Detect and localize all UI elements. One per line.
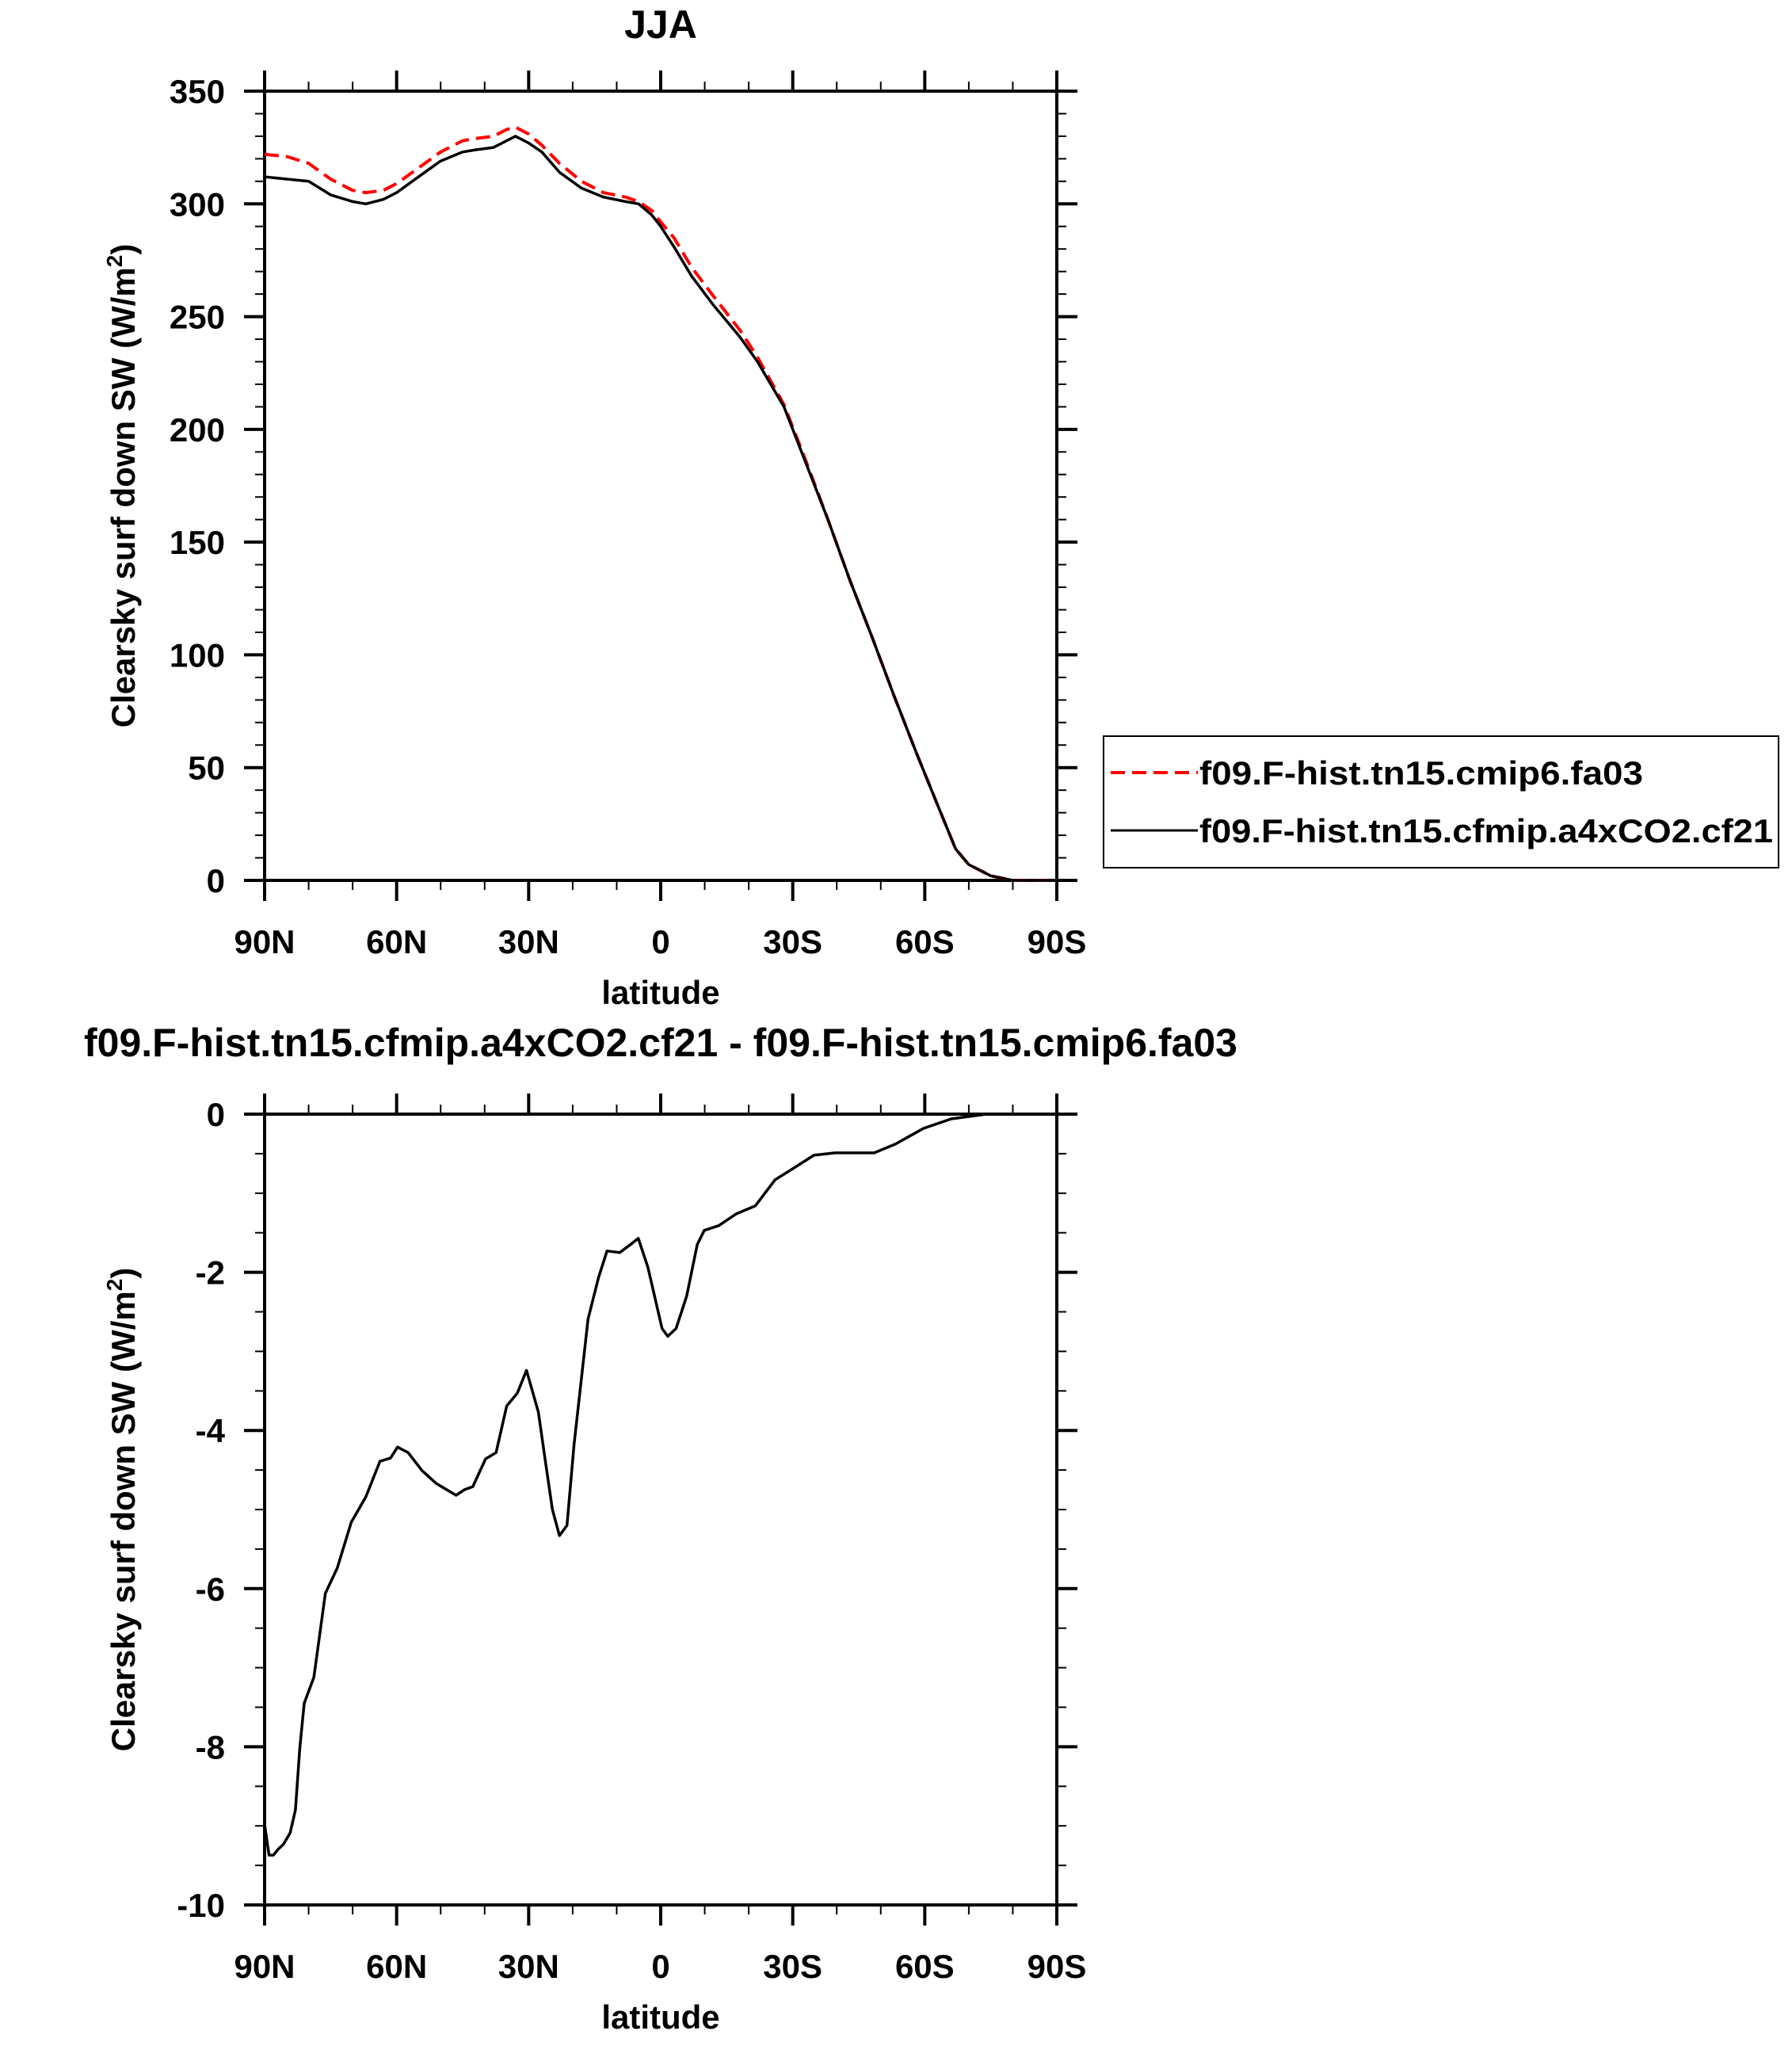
plot-frame [263, 1113, 1058, 1907]
y-tick-label: 350 [170, 73, 225, 110]
legend-box [1103, 735, 1779, 868]
legend-label-0: f09.F-hist.tn15.cmip6.fa03 [1199, 754, 1643, 792]
y-tick-label: -2 [196, 1254, 225, 1292]
x-tick-label: 60N [366, 1948, 427, 1985]
series-line-1 [264, 135, 1057, 882]
x-tick-label: 30S [763, 1948, 822, 1985]
x-tick-label: 90N [234, 923, 295, 960]
x-tick-label: 90N [234, 1948, 295, 1985]
y-tick-label: 0 [207, 1096, 225, 1133]
y-tick-label: 0 [207, 862, 225, 899]
series-line-0 [264, 125, 1057, 882]
x-tick-label: 90S [1028, 1948, 1087, 1985]
y-tick-label: 50 [188, 750, 225, 787]
x-tick-label: 30N [498, 923, 559, 960]
y-tick-label: 100 [170, 636, 225, 674]
y-axis-label: Clearsky surf down SW (W/m2) [102, 1268, 142, 1752]
x-tick-label: 30S [763, 923, 822, 960]
y-axis-label: Clearsky surf down SW (W/m2) [102, 244, 142, 728]
x-tick-label: 0 [651, 1948, 669, 1985]
legend: f09.F-hist.tn15.cmip6.fa03 f09.F-hist.tn… [1103, 735, 1779, 868]
chart-title-top: JJA [624, 2, 697, 47]
series-line-0 [263, 1113, 1057, 1857]
x-tick-label: 60S [895, 1948, 955, 1985]
chart-title-bottom: f09.F-hist.tn15.cfmip.a4xCO2.cf21 - f09.… [84, 1021, 1237, 1065]
x-tick-label: 90S [1028, 923, 1087, 960]
y-tick-label: 250 [170, 299, 225, 336]
plot-top: 90N 60N 30N 0 30S 60S 90S 0 50 100 150 200 250 300 350… [102, 71, 1086, 1011]
x-tick-label: 30N [498, 1948, 559, 1985]
x-tick-label: 0 [651, 923, 669, 960]
x-axis-label: latitude [601, 1998, 719, 2036]
x-tick-label: 60S [895, 923, 955, 960]
x-tick-label: 60N [366, 923, 427, 960]
y-tick-label: -8 [196, 1728, 225, 1765]
plot-bottom: 90N 60N 30N 0 30S 60S 90S -10 -8 -6 -4 -2 0 latitude C… [102, 1094, 1086, 2036]
x-axis-label: latitude [601, 974, 719, 1011]
y-tick-label: 200 [170, 411, 225, 449]
plot-frame [263, 90, 1058, 882]
y-tick-label: -6 [196, 1571, 225, 1608]
y-tick-label: 300 [170, 185, 225, 223]
y-tick-label: -10 [177, 1887, 225, 1924]
y-tick-label: 150 [170, 524, 225, 561]
legend-label-1: f09.F-hist.tn15.cfmip.a4xCO2.cf21 [1199, 812, 1773, 849]
y-tick-label: -4 [196, 1412, 226, 1449]
